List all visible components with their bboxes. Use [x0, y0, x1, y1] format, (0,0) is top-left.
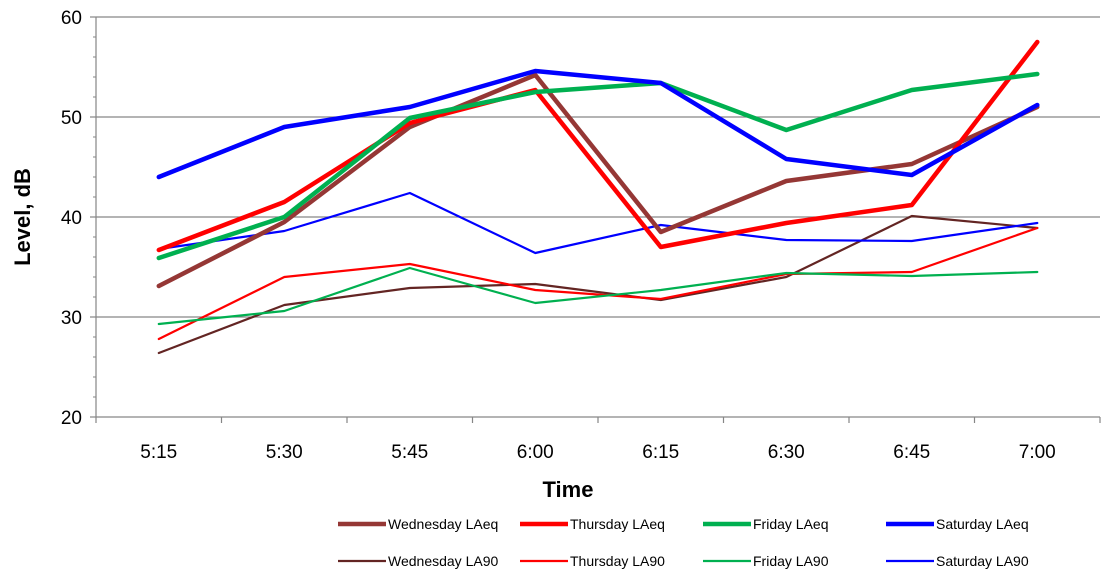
series-line-friday-la90: [157, 266, 1039, 326]
legend-label-3: Saturday LAeq: [936, 516, 1029, 532]
x-tick-label-0: 5:15: [140, 442, 177, 463]
legend-label-1: Thursday LAeq: [570, 516, 665, 532]
legend-label-5: Thursday LA90: [570, 553, 665, 569]
x-tick-label-1: 5:30: [266, 442, 303, 463]
x-tick-label-4: 6:15: [642, 442, 679, 463]
series-line-saturday-la90: [157, 191, 1039, 255]
y-tick-label-3: 50: [61, 108, 82, 129]
x-tick-label-2: 5:45: [391, 442, 428, 463]
x-tick-label-5: 6:30: [768, 442, 805, 463]
y-tick-label-2: 40: [61, 208, 82, 229]
legend: Wednesday LAeq Thursday LAeq Friday LAeq Sa…: [338, 516, 1029, 569]
series-line-wednesday-laeq: [156, 72, 1040, 289]
x-axis-title: Time: [543, 477, 594, 502]
legend-label-6: Friday LA90: [753, 553, 829, 569]
legend-label-4: Wednesday LA90: [388, 553, 498, 569]
series-line-friday-laeq: [156, 71, 1040, 261]
x-tick-label-3: 6:00: [517, 442, 554, 463]
x-tick-label-6: 6:45: [893, 442, 930, 463]
axes: [90, 16, 1101, 423]
series-lines: [156, 39, 1040, 355]
series-line-thursday-laeq: [156, 39, 1040, 253]
y-tick-label-4: 60: [61, 8, 82, 29]
y-tick-labels: 20 30 40 50 60: [61, 8, 82, 429]
series-line-saturday-laeq: [156, 68, 1040, 180]
y-axis-title: Level, dB: [10, 168, 35, 266]
series-line-thursday-la90: [157, 226, 1039, 341]
legend-label-2: Friday LAeq: [753, 516, 828, 532]
x-tick-label-7: 7:00: [1019, 442, 1056, 463]
y-tick-label-1: 30: [61, 308, 82, 329]
legend-label-7: Saturday LA90: [936, 553, 1029, 569]
y-tick-label-0: 20: [61, 408, 82, 429]
x-tick-labels: 5:15 5:30 5:45 6:00 6:15 6:30 6:45 7:00: [140, 442, 1055, 463]
series-line-wednesday-la90: [157, 214, 1039, 355]
legend-label-0: Wednesday LAeq: [388, 516, 498, 532]
